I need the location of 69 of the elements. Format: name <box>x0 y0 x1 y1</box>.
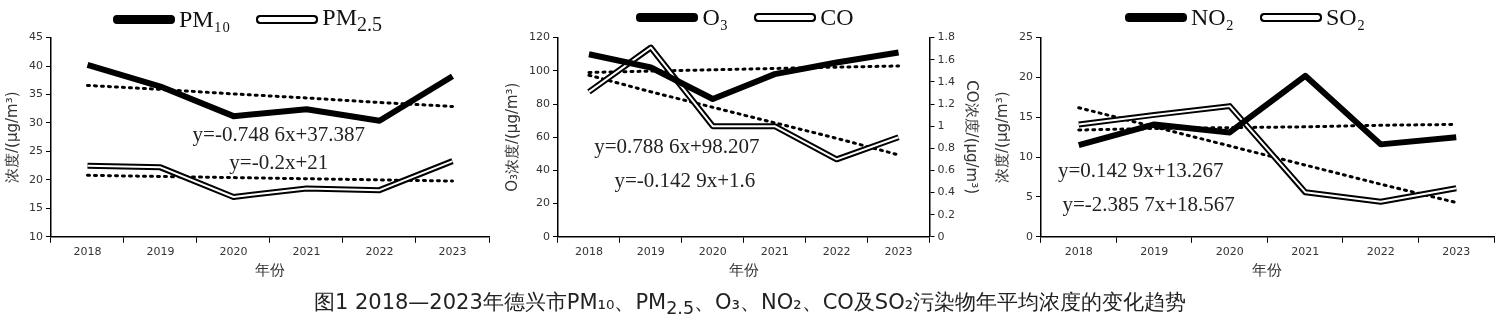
y2-tick-label: 0 <box>937 229 945 243</box>
y2-tick-label: 1.8 <box>937 30 956 44</box>
annotation: y=-0.2x+21 <box>229 149 329 174</box>
y-tick-label: 0 <box>1026 229 1033 243</box>
x-tick-label: 2020 <box>698 245 727 259</box>
y-tick-label: 35 <box>29 87 43 101</box>
legend-label: O₃ <box>702 4 729 31</box>
annotation: y=-0.142 9x+1.6 <box>614 167 756 192</box>
x-tick-label: 2019 <box>636 245 665 259</box>
y2-tick-label: 1 <box>937 118 945 132</box>
x-axis-title: 年份 <box>255 260 285 279</box>
legend-label: PM$_{2.5}$ <box>322 4 383 36</box>
y-tick-label: 10 <box>29 229 43 243</box>
y-tick-label: 20 <box>29 172 43 186</box>
annotation: y=-2.385 7x+18.567 <box>1062 191 1235 216</box>
legend-label: CO <box>820 4 854 31</box>
y-tick-label: 25 <box>1019 30 1033 44</box>
x-tick-label: 2019 <box>1140 245 1169 259</box>
x-tick-label: 2021 <box>292 245 321 259</box>
x-tick-label: 2022 <box>1366 245 1395 259</box>
y2-tick-label: 1.2 <box>937 96 956 110</box>
x-tick-label: 2020 <box>219 245 248 259</box>
y-tick-label: 15 <box>1019 110 1033 124</box>
y-tick-label: 5 <box>1026 189 1033 203</box>
x-tick-label: 2021 <box>760 245 789 259</box>
y-tick-label: 0 <box>543 229 550 243</box>
x-tick-label: 2022 <box>365 245 394 259</box>
y2-tick-label: 1.4 <box>937 74 956 88</box>
y-tick-label: 10 <box>1019 149 1033 163</box>
y-tick-label: 25 <box>29 144 43 158</box>
y-tick-label: 80 <box>536 96 550 110</box>
x-tick-label: 2022 <box>822 245 851 259</box>
y2-tick-label: 0.6 <box>937 163 956 177</box>
x-tick-label: 2023 <box>438 245 467 259</box>
x-tick-label: 2018 <box>73 245 102 259</box>
x-tick-label: 2018 <box>1064 245 1093 259</box>
x-tick-label: 2021 <box>1291 245 1320 259</box>
x-tick-label: 2020 <box>1215 245 1244 259</box>
x-tick-label: 2023 <box>1442 245 1471 259</box>
annotation: y=-0.748 6x+37.387 <box>192 121 365 146</box>
x-tick-label: 2018 <box>574 245 603 259</box>
y-tick-label: 15 <box>29 201 43 215</box>
y-tick-label: 45 <box>29 30 43 44</box>
x-tick-label: 2023 <box>884 245 913 259</box>
y-axis-title: 浓度/(μg/m³) <box>992 91 1011 183</box>
y-tick-label: 40 <box>29 58 43 72</box>
y-tick-label: 100 <box>529 63 550 77</box>
y2-tick-label: 0.8 <box>937 141 956 155</box>
y-axis-title: 浓度/(μg/m³) <box>2 91 21 183</box>
legend-label: NO₂ <box>1190 4 1234 31</box>
legend-label: SO₂ <box>1325 4 1366 31</box>
legend-label: PM₁₀ <box>178 6 231 34</box>
annotation: y=0.142 9x+13.267 <box>1057 157 1224 182</box>
x-tick-label: 2019 <box>146 245 175 259</box>
y-tick-label: 60 <box>536 130 550 144</box>
x-axis-title: 年份 <box>728 260 759 279</box>
annotation: y=0.788 6x+98.207 <box>594 133 760 158</box>
y2-tick-label: 1.6 <box>937 52 956 66</box>
y2-tick-label: 0.2 <box>937 207 956 221</box>
x-axis-title: 年份 <box>1252 260 1283 279</box>
y-tick-label: 40 <box>536 163 550 177</box>
y-tick-label: 120 <box>529 30 550 44</box>
y-tick-label: 20 <box>1019 70 1033 84</box>
y2-axis-title: CO浓度/(μg/m³) <box>963 80 982 195</box>
caption: 图1 2018—2023年德兴市PM₁₀、PM$_{2.5}$、O₃、NO₂、CO及SO₂污染物年平均浓度的变化趋势 <box>312 289 1188 319</box>
y-tick-label: 20 <box>536 196 550 210</box>
y-axis-title: O₃浓度/(μg/m³) <box>502 82 521 192</box>
y-tick-label: 30 <box>29 115 43 129</box>
y2-tick-label: 0.4 <box>937 185 956 199</box>
